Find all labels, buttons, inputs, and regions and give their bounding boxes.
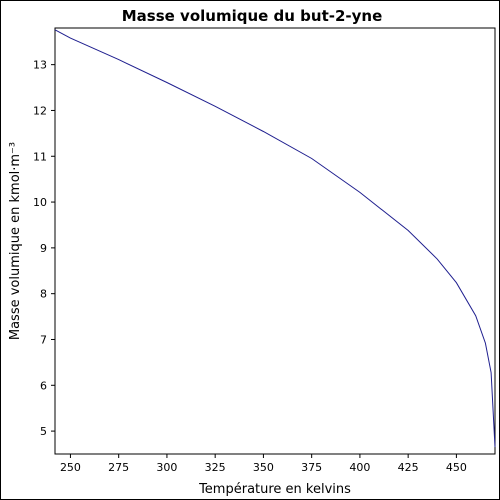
x-tick-label: 325: [205, 461, 226, 474]
x-tick-label: 375: [301, 461, 322, 474]
x-tick-label: 350: [253, 461, 274, 474]
x-tick-label: 425: [398, 461, 419, 474]
x-tick-label: 275: [108, 461, 129, 474]
y-tick-label: 6: [40, 379, 47, 392]
y-tick-label: 7: [40, 333, 47, 346]
y-tick-label: 13: [33, 59, 47, 72]
plot-area: [54, 27, 496, 455]
y-tick-label: 9: [40, 242, 47, 255]
chart-title: Masse volumique du but-2-yne: [122, 7, 383, 25]
x-tick-label: 300: [156, 461, 177, 474]
y-axis: 5 6 7 8 9 10 11 12 13: [33, 59, 55, 438]
x-tick-label: 400: [349, 461, 370, 474]
y-tick-label: 8: [40, 288, 47, 301]
y-tick-label: 11: [33, 150, 47, 163]
x-axis: 250 275 300 325 350 375 400 425 450: [60, 454, 467, 474]
x-tick-label: 250: [60, 461, 81, 474]
y-tick-label: 10: [33, 196, 47, 209]
y-tick-label: 12: [33, 104, 47, 117]
x-tick-label: 450: [446, 461, 467, 474]
x-axis-label: Température en kelvins: [198, 482, 351, 497]
y-tick-label: 5: [40, 425, 47, 438]
y-axis-label: Masse volumique en kmol·m⁻³: [8, 142, 23, 340]
density-curve: [54, 29, 496, 448]
